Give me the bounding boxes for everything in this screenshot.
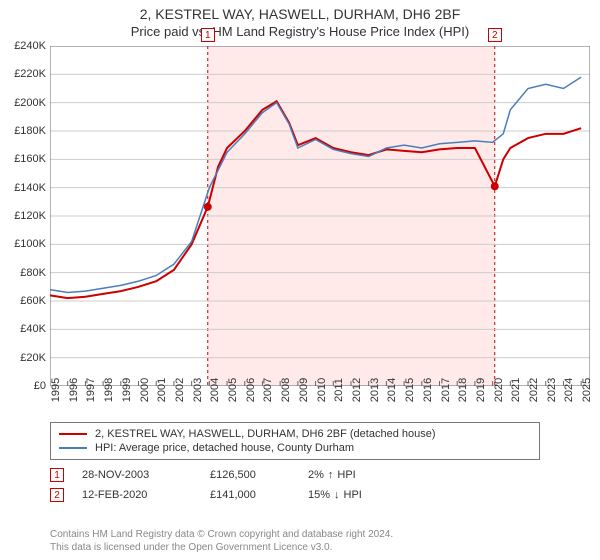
x-axis-label: 2022 — [528, 378, 540, 402]
y-axis-label: £60K — [20, 295, 46, 307]
legend-item: 2, KESTREL WAY, HASWELL, DURHAM, DH6 2BF… — [59, 427, 531, 441]
x-axis-label: 1998 — [103, 378, 115, 402]
delta-label: HPI — [337, 469, 355, 481]
transaction-date: 28-NOV-2003 — [82, 469, 192, 481]
y-axis-label: £180K — [14, 125, 46, 137]
y-axis-label: £40K — [20, 323, 46, 335]
x-axis-label: 2018 — [457, 378, 469, 402]
transaction-date: 12-FEB-2020 — [82, 489, 192, 501]
transaction-price: £141,000 — [210, 489, 290, 501]
x-axis-label: 2015 — [404, 378, 416, 402]
x-axis-label: 2014 — [386, 378, 398, 402]
x-axis-label: 2002 — [174, 378, 186, 402]
transaction-marker-box: 2 — [50, 488, 64, 502]
x-axis-label: 2000 — [139, 378, 151, 402]
y-axis-label: £220K — [14, 68, 46, 80]
x-axis-label: 2017 — [440, 378, 452, 402]
transaction-row: 2 12-FEB-2020 £141,000 15% ↓ HPI — [50, 485, 590, 505]
legend-box: 2, KESTREL WAY, HASWELL, DURHAM, DH6 2BF… — [50, 422, 540, 460]
y-axis-label: £80K — [20, 267, 46, 279]
x-axis-label: 2004 — [209, 378, 221, 402]
x-axis-label: 2023 — [546, 378, 558, 402]
legend-label: HPI: Average price, detached house, Coun… — [95, 442, 354, 454]
chart-area: £0£20K£40K£60K£80K£100K£120K£140K£160K£1… — [50, 46, 590, 386]
y-axis-label: £20K — [20, 352, 46, 364]
y-axis-label: £120K — [14, 210, 46, 222]
legend-swatch — [59, 447, 87, 449]
footer-attribution: Contains HM Land Registry data © Crown c… — [50, 528, 393, 554]
footer-line-1: Contains HM Land Registry data © Crown c… — [50, 528, 393, 541]
transaction-marker: 2 — [488, 28, 502, 42]
x-axis-label: 2003 — [192, 378, 204, 402]
transaction-delta: 15% ↓ HPI — [308, 489, 418, 501]
transaction-marker: 1 — [201, 28, 215, 42]
transaction-price: £126,500 — [210, 469, 290, 481]
x-axis-label: 2016 — [422, 378, 434, 402]
y-axis-label: £240K — [14, 40, 46, 52]
title-address: 2, KESTREL WAY, HASWELL, DURHAM, DH6 2BF — [0, 6, 600, 22]
delta-arrow-icon: ↑ — [328, 469, 334, 481]
x-axis-label: 2021 — [510, 378, 522, 402]
x-axis-label: 2019 — [475, 378, 487, 402]
x-axis-label: 2008 — [280, 378, 292, 402]
transaction-row: 1 28-NOV-2003 £126,500 2% ↑HPI — [50, 465, 590, 485]
delta-percent: 2% — [308, 469, 324, 481]
transaction-marker-box: 1 — [50, 468, 64, 482]
x-axis-label: 2007 — [262, 378, 274, 402]
x-axis-label: 1995 — [50, 378, 62, 402]
legend-item: HPI: Average price, detached house, Coun… — [59, 441, 531, 455]
title-block: 2, KESTREL WAY, HASWELL, DURHAM, DH6 2BF… — [0, 0, 600, 39]
x-axis-label: 2020 — [493, 378, 505, 402]
x-axis-label: 1996 — [68, 378, 80, 402]
x-axis-label: 2005 — [227, 378, 239, 402]
x-axis-label: 2024 — [563, 378, 575, 402]
x-axis-label: 2006 — [245, 378, 257, 402]
x-axis-label: 2012 — [351, 378, 363, 402]
legend-swatch — [59, 433, 87, 435]
x-axis-label: 1997 — [85, 378, 97, 402]
x-axis-label: 2001 — [156, 378, 168, 402]
x-axis-label: 2011 — [333, 378, 345, 402]
footer-line-2: This data is licensed under the Open Gov… — [50, 541, 393, 554]
x-axis-label: 2013 — [369, 378, 381, 402]
x-axis-label: 2025 — [581, 378, 593, 402]
transaction-table: 128-NOV-2003£126,5002%↑HPI212-FEB-2020£1… — [50, 465, 590, 505]
x-axis-label: 1999 — [121, 378, 133, 402]
chart-svg — [50, 46, 590, 386]
delta-arrow-icon: ↓ — [334, 489, 340, 501]
y-axis-label: £100K — [14, 238, 46, 250]
y-axis-label: £200K — [14, 97, 46, 109]
title-subtitle: Price paid vs. HM Land Registry's House … — [0, 24, 600, 39]
legend-label: 2, KESTREL WAY, HASWELL, DURHAM, DH6 2BF… — [95, 428, 436, 440]
x-axis-label: 2010 — [316, 378, 328, 402]
y-axis-label: £140K — [14, 182, 46, 194]
delta-label: HPI — [344, 489, 362, 501]
x-axis-label: 2009 — [298, 378, 310, 402]
y-axis-label: £160K — [14, 153, 46, 165]
transaction-delta: 2% ↑HPI — [308, 469, 418, 481]
y-axis-label: £0 — [34, 380, 46, 392]
delta-percent: 15% — [308, 489, 330, 501]
chart-container: 2, KESTREL WAY, HASWELL, DURHAM, DH6 2BF… — [0, 0, 600, 560]
